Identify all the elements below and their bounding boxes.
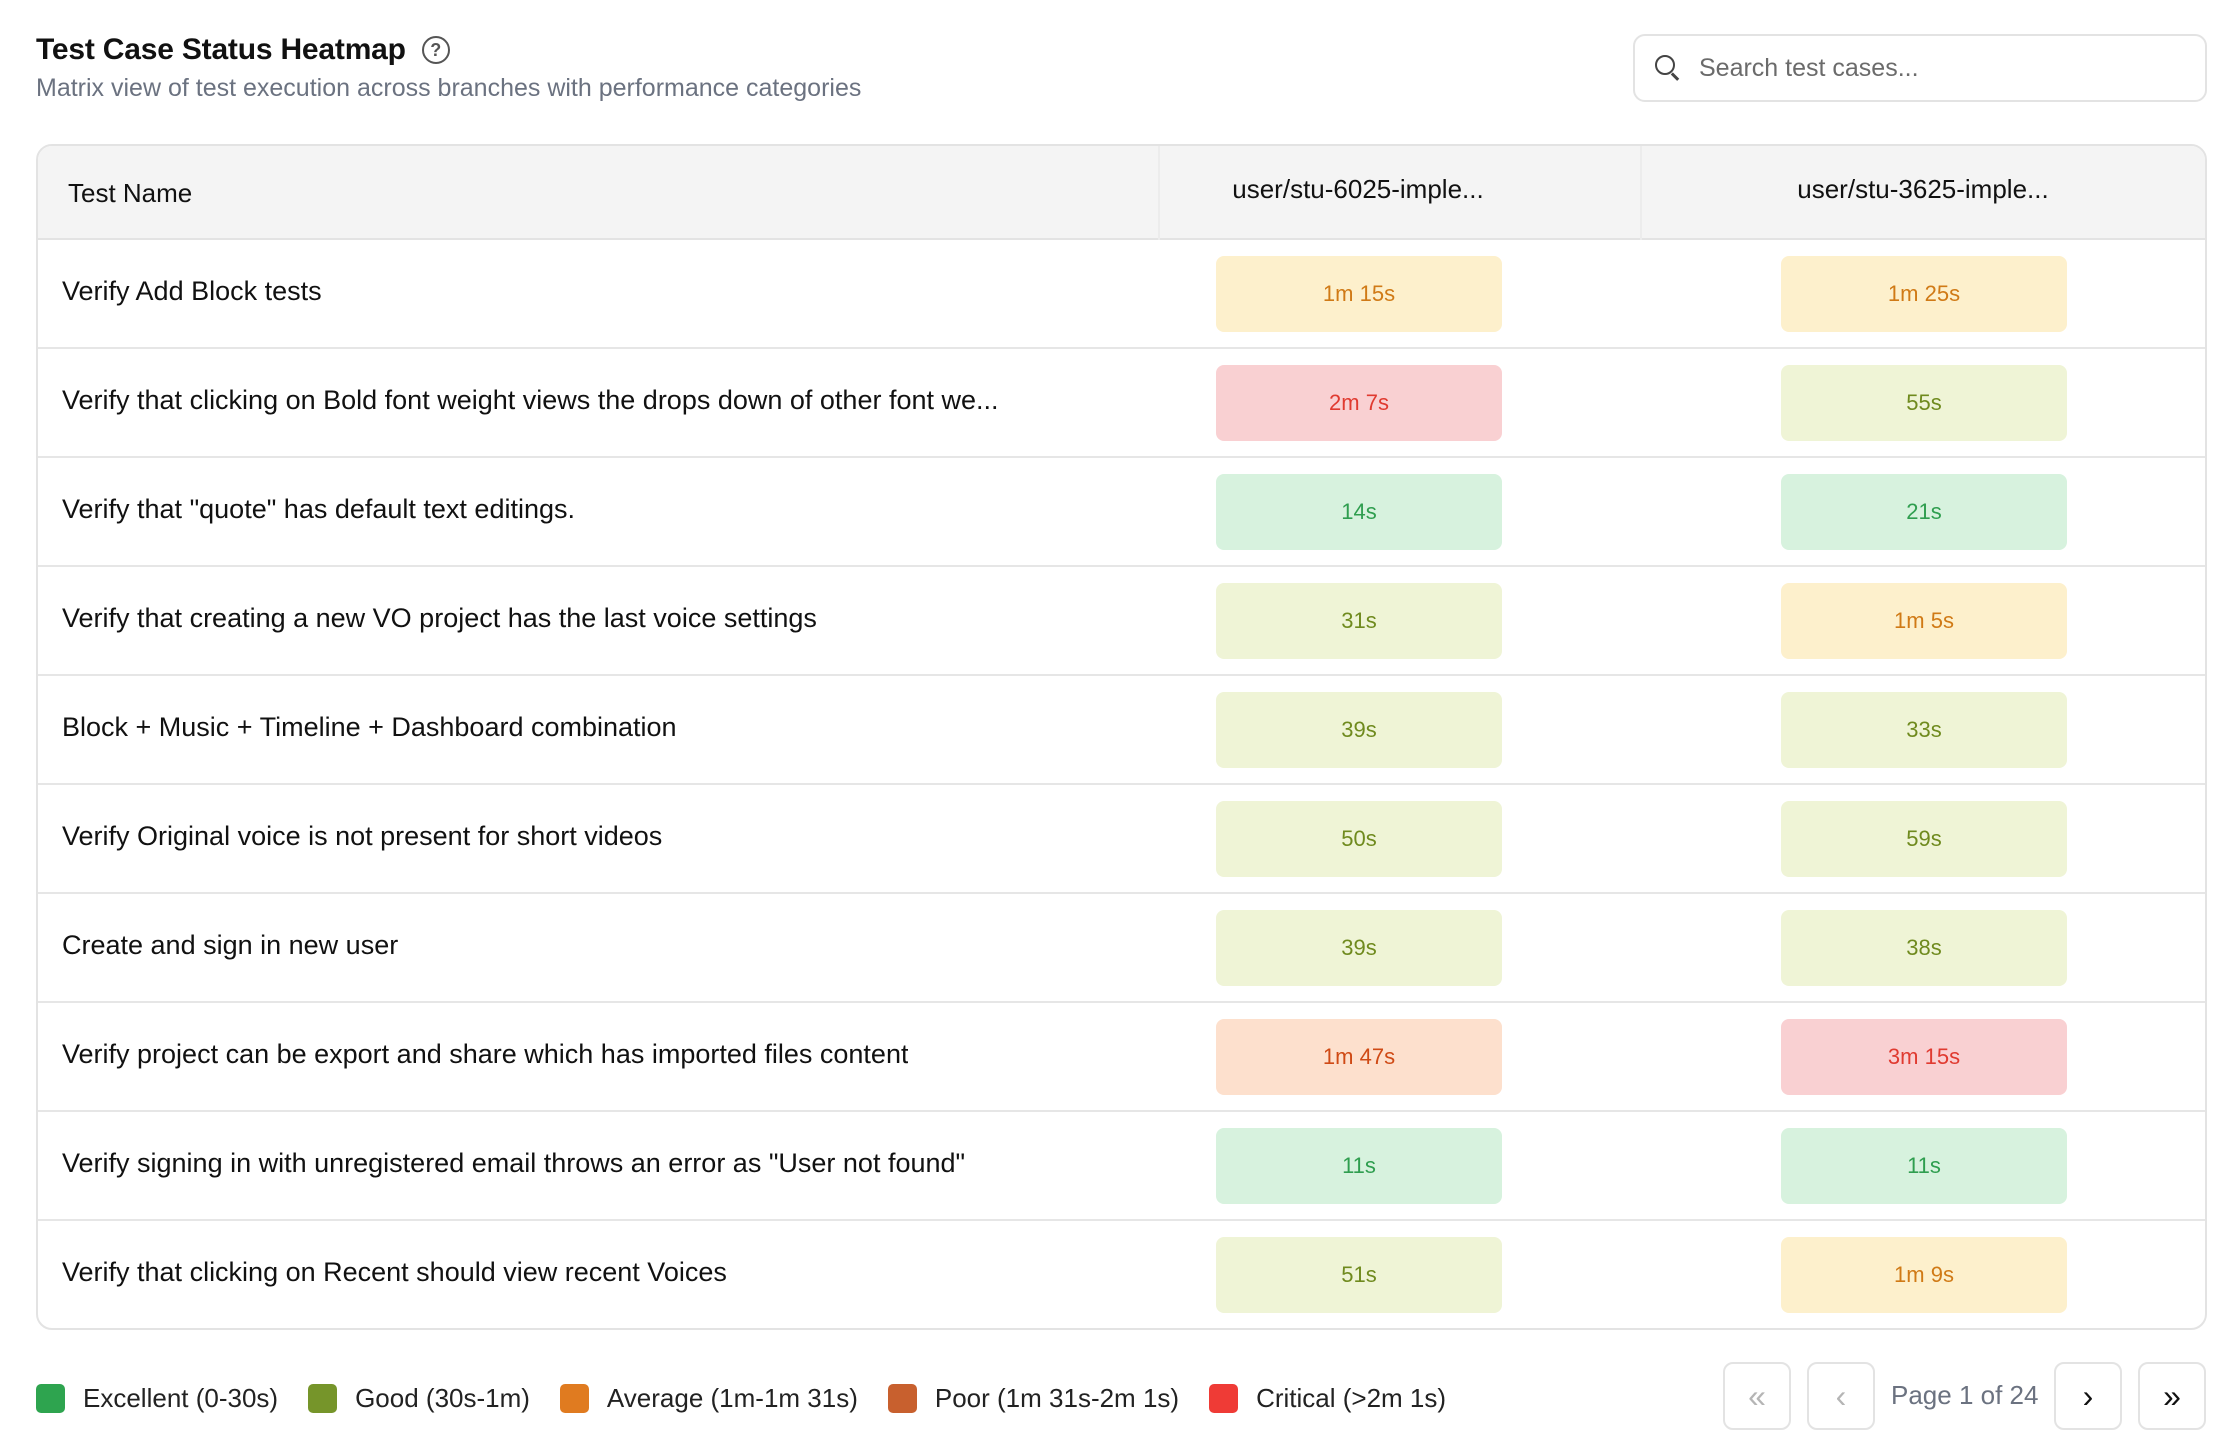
duration-badge-branch-2[interactable]: 11s [1781,1128,2067,1204]
column-header-branch-2[interactable]: user/stu-3625-imple... [1797,174,2049,204]
search-icon [1655,55,1681,81]
legend-swatch [36,1383,65,1413]
search-box[interactable] [1633,34,2207,102]
duration-badge-branch-1[interactable]: 11s [1216,1128,1502,1204]
duration-badge-branch-1[interactable]: 1m 15s [1216,256,1502,332]
legend-item-poor: Poor (1m 31s-2m 1s) [887,1382,1180,1414]
duration-badge-branch-2[interactable]: 1m 9s [1781,1237,2067,1313]
test-name-cell: Verify that "quote" has default text edi… [62,494,575,524]
duration-badge-branch-2[interactable]: 1m 25s [1781,256,2067,332]
table-row[interactable]: Verify Add Block tests 1m 15s 1m 25s [38,240,2205,349]
test-name-cell: Block + Music + Timeline + Dashboard com… [62,712,677,742]
column-header-branch-1[interactable]: user/stu-6025-imple... [1232,174,1484,204]
page-subtitle: Matrix view of test execution across bra… [36,74,862,102]
table-row[interactable]: Create and sign in new user 39s 38s [38,894,2205,1003]
legend-label: Critical (>2m 1s) [1256,1382,1447,1413]
legend-item-critical: Critical (>2m 1s) [1209,1383,1446,1414]
legend-swatch [1209,1383,1239,1413]
page-title: Test Case Status Heatmap [36,33,406,66]
duration-badge-branch-1[interactable]: 2m 7s [1216,365,1502,441]
legend-swatch [559,1383,589,1413]
test-name-cell: Verify project can be export and share w… [62,1039,909,1069]
legend-label: Average (1m-1m 31s) [606,1382,858,1413]
next-page-button[interactable]: › [2054,1362,2122,1430]
test-name-cell: Verify Add Block tests [62,276,322,306]
duration-badge-branch-1[interactable]: 31s [1216,583,1502,659]
legend-label: Poor (1m 31s-2m 1s) [934,1382,1180,1413]
duration-badge-branch-2[interactable]: 33s [1781,692,2067,768]
test-name-cell: Verify that clicking on Recent should vi… [62,1257,727,1287]
legend-item-excellent: Excellent (0-30s) [36,1383,278,1414]
column-header-test-name[interactable]: Test Name [68,178,193,208]
prev-page-button[interactable]: ‹ [1807,1362,1875,1430]
test-name-cell: Verify signing in with unregistered emai… [62,1148,966,1178]
heatmap-table: Test Name user/stu-6025-imple... user/st… [36,144,2207,1330]
legend: Excellent (0-30s) Good (30s-1m) Average (1… [36,1378,1476,1418]
page-header: Test Case Status Heatmap ? Matrix view o… [36,28,861,103]
table-row[interactable]: Verify project can be export and share w… [38,1003,2205,1112]
last-page-button[interactable]: » [2138,1362,2206,1430]
duration-badge-branch-1[interactable]: 51s [1216,1237,1502,1313]
table-row[interactable]: Block + Music + Timeline + Dashboard com… [38,676,2205,785]
test-name-cell: Verify Original voice is not present for… [62,821,663,851]
duration-badge-branch-2[interactable]: 21s [1781,474,2067,550]
duration-badge-branch-2[interactable]: 59s [1781,801,2067,877]
table-row[interactable]: Verify that clicking on Bold font weight… [38,349,2205,458]
test-name-cell: Create and sign in new user [62,930,399,960]
duration-badge-branch-2[interactable]: 55s [1781,365,2067,441]
duration-badge-branch-1[interactable]: 1m 47s [1216,1019,1502,1095]
duration-badge-branch-1[interactable]: 50s [1216,801,1502,877]
duration-badge-branch-2[interactable]: 1m 5s [1781,583,2067,659]
duration-badge-branch-2[interactable]: 38s [1781,910,2067,986]
legend-label: Good (30s-1m) [355,1382,530,1413]
column-divider [1640,146,1642,240]
page-indicator: Page 1 of 24 [1891,1380,2039,1410]
table-row[interactable]: Verify that "quote" has default text edi… [38,458,2205,567]
table-row[interactable]: Verify Original voice is not present for… [38,785,2205,894]
legend-swatch [887,1383,917,1413]
duration-badge-branch-2[interactable]: 3m 15s [1781,1019,2067,1095]
table-row[interactable]: Verify signing in with unregistered emai… [38,1112,2205,1221]
title-row: Test Case Status Heatmap ? [36,28,861,72]
first-page-button[interactable]: « [1723,1362,1791,1430]
legend-label: Excellent (0-30s) [83,1382,279,1413]
table-header: Test Name user/stu-6025-imple... user/st… [38,146,2205,240]
legend-item-average: Average (1m-1m 31s) [559,1382,858,1414]
duration-badge-branch-1[interactable]: 14s [1216,474,1502,550]
column-divider [1158,146,1160,240]
table-row[interactable]: Verify that creating a new VO project ha… [38,567,2205,676]
duration-badge-branch-1[interactable]: 39s [1216,692,1502,768]
legend-swatch [308,1383,338,1413]
test-name-cell: Verify that creating a new VO project ha… [62,603,817,633]
test-name-cell: Verify that clicking on Bold font weight… [62,385,999,415]
table-row[interactable]: Verify that clicking on Recent should vi… [38,1221,2205,1328]
help-icon[interactable]: ? [421,36,450,64]
search-input[interactable] [1699,53,2179,83]
legend-item-good: Good (30s-1m) [308,1383,530,1414]
table-body: Verify Add Block tests 1m 15s 1m 25s Verify… [38,240,2205,1328]
duration-badge-branch-1[interactable]: 39s [1216,910,1502,986]
